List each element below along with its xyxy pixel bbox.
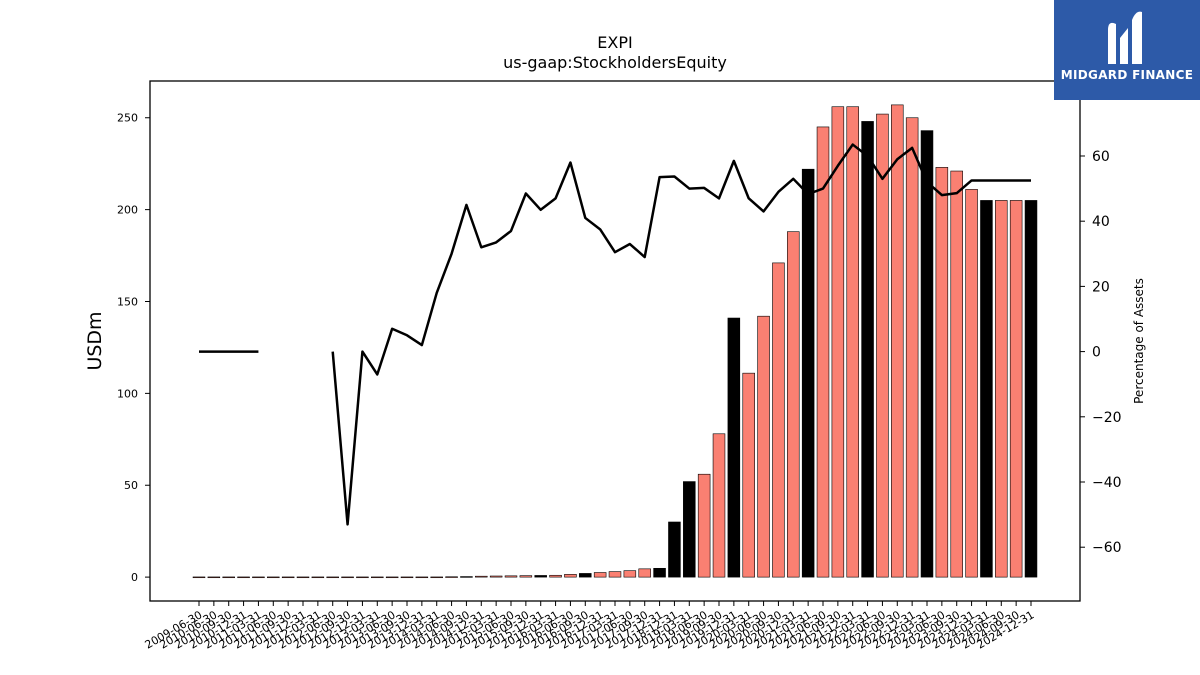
- bar-2016-09-30: [579, 573, 592, 578]
- y-tick-label: 50: [124, 479, 138, 492]
- bar-2014-12-31: [475, 575, 488, 578]
- left-axis-ticks: 0 50 100 150 200 250: [117, 112, 150, 584]
- right-axis-ticks: −60−40−20020406080: [1080, 84, 1122, 556]
- bar-2012-12-31: [356, 576, 369, 579]
- bar-2016-03-31: [549, 574, 562, 578]
- line-group: [199, 143, 1031, 526]
- bar-2009-06-30: [192, 576, 206, 579]
- bar-2015-06-30: [504, 575, 518, 578]
- bar-2024-03-31: [980, 200, 993, 578]
- midgard-logo: MIDGARD FINANCE: [1054, 0, 1200, 100]
- bar-2017-06-30: [623, 570, 637, 578]
- bar-2019-03-31: [683, 481, 696, 578]
- y2-tick-label: 60: [1092, 149, 1110, 165]
- bar-2022-12-31: [905, 117, 919, 578]
- y-tick-label: 250: [117, 112, 138, 125]
- equity-pct-line: [199, 143, 1031, 526]
- bar-2012-03-31: [311, 576, 325, 579]
- y2-tick-label: 20: [1092, 279, 1110, 295]
- bar-2021-09-30: [831, 106, 845, 578]
- logo-mark-icon: [1108, 11, 1142, 64]
- bar-2015-09-30: [519, 575, 533, 578]
- bar-2022-03-31: [861, 121, 874, 578]
- bar-2023-06-30: [935, 167, 949, 578]
- bar-2012-06-30: [326, 576, 339, 579]
- bar-2019-09-30: [712, 433, 726, 578]
- x-axis-ticks: 2009-06-302010-06-302010-09-302010-12-31…: [143, 601, 1037, 652]
- bar-2021-06-30: [816, 126, 830, 578]
- bar-2017-03-31: [608, 571, 622, 578]
- logo-text: MIDGARD FINANCE: [1060, 68, 1194, 82]
- bar-2010-12-31: [237, 576, 250, 579]
- bar-2017-12-31: [653, 567, 666, 578]
- bar-2016-12-31: [593, 572, 607, 578]
- bar-2011-09-30: [281, 576, 295, 579]
- bar-2020-06-30: [757, 315, 770, 578]
- bar-2020-12-31: [787, 231, 800, 578]
- bar-2012-09-30: [341, 576, 354, 579]
- bar-2014-03-31: [430, 576, 443, 579]
- bar-2011-12-31: [296, 576, 310, 579]
- bar-2014-09-30: [460, 576, 473, 578]
- y2-tick-label: −40: [1092, 475, 1122, 491]
- bar-2023-03-31: [920, 130, 934, 578]
- bar-2024-12-31: [1024, 200, 1038, 578]
- y-tick-label: 0: [131, 571, 138, 584]
- bar-2010-09-30: [222, 576, 235, 579]
- bar-2013-03-31: [371, 576, 384, 579]
- y2-tick-label: 40: [1092, 214, 1110, 230]
- bar-2024-09-30: [1009, 200, 1023, 578]
- bar-2015-12-31: [534, 575, 547, 578]
- bar-2023-12-31: [965, 189, 978, 578]
- bar-2010-06-30: [207, 576, 221, 579]
- bar-2020-09-30: [772, 262, 785, 578]
- bar-2014-06-30: [445, 576, 458, 578]
- bar-2018-12-31: [668, 521, 681, 578]
- bar-2023-09-30: [950, 170, 963, 578]
- bar-2011-06-30: [267, 576, 280, 579]
- y2-axis-label: Percentage of Assets: [1132, 278, 1146, 404]
- bar-2020-03-31: [742, 372, 755, 578]
- y-tick-label: 100: [117, 387, 138, 400]
- y-tick-label: 200: [117, 204, 138, 217]
- bar-2021-03-31: [801, 168, 815, 578]
- bar-2019-12-31: [727, 317, 741, 578]
- bar-2021-12-31: [846, 106, 859, 578]
- bar-2022-09-30: [891, 104, 904, 578]
- bar-2024-06-30: [995, 200, 1008, 578]
- y-axis-label: USDm: [84, 311, 106, 370]
- bar-2017-09-30: [638, 568, 651, 578]
- bar-2016-06-30: [564, 574, 577, 578]
- bars-group: [192, 104, 1038, 579]
- y2-tick-label: 0: [1092, 345, 1101, 361]
- y2-tick-label: −20: [1092, 410, 1122, 426]
- plot-frame: [149, 80, 1081, 602]
- y-tick-label: 150: [117, 295, 138, 308]
- bar-2013-09-30: [400, 576, 414, 579]
- bar-2013-12-31: [415, 576, 429, 579]
- chart-subtitle: us-gaap:StockholdersEquity: [503, 53, 727, 72]
- chart-title: EXPI: [597, 33, 632, 52]
- bar-2011-03-31: [252, 576, 265, 579]
- bar-2022-06-30: [876, 113, 889, 578]
- y2-tick-label: −60: [1092, 540, 1122, 556]
- bar-2013-06-30: [385, 576, 399, 579]
- bar-2015-03-31: [489, 575, 503, 578]
- bar-2019-06-30: [697, 473, 711, 578]
